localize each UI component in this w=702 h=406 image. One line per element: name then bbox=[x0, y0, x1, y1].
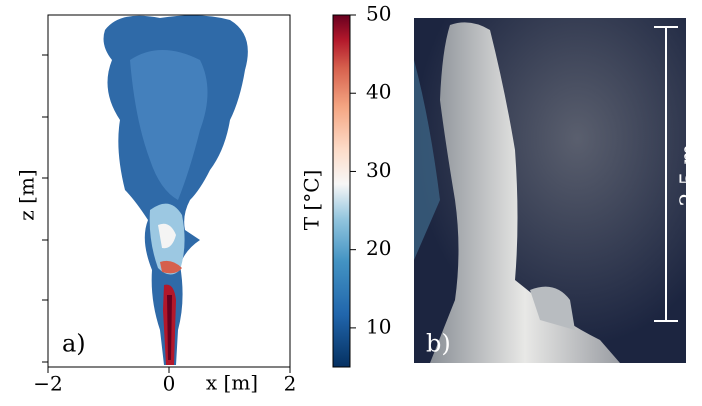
panel-label: a) bbox=[62, 330, 86, 358]
colorbar-tick-label: 10 bbox=[366, 314, 391, 338]
colorbar-tick-label: 50 bbox=[366, 2, 391, 26]
figure: a) x [m] z [m] T [°C] 2.5 m b) −2 0 2 10 20 3… bbox=[0, 0, 702, 406]
x-tick-label: −2 bbox=[33, 372, 62, 396]
plume-image bbox=[104, 15, 248, 365]
panel-label: b) bbox=[426, 330, 451, 358]
photo bbox=[414, 18, 686, 363]
colorbar bbox=[333, 15, 350, 367]
y-axis-label: z [m] bbox=[15, 169, 39, 220]
x-axis-label: x [m] bbox=[206, 371, 258, 395]
colorbar-tick-label: 30 bbox=[366, 158, 391, 182]
x-tick-label: 0 bbox=[163, 372, 176, 396]
colorbar-tick-label: 20 bbox=[366, 236, 391, 260]
x-tick-label: 2 bbox=[284, 372, 297, 396]
colorbar-label: T [°C] bbox=[300, 170, 324, 231]
scale-label: 2.5 m bbox=[677, 143, 702, 206]
colorbar-tick-label: 40 bbox=[366, 80, 391, 104]
y-ticks bbox=[42, 55, 48, 362]
